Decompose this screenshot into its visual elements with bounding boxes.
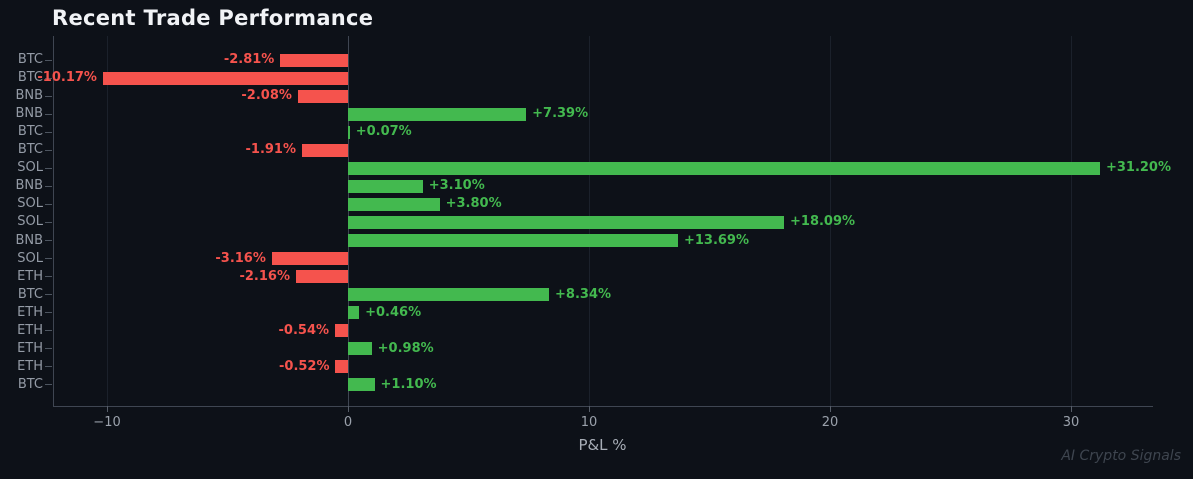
gridline: [106, 36, 108, 406]
x-tick: [829, 406, 831, 412]
y-tick: [45, 348, 52, 350]
x-tick: [588, 406, 590, 412]
y-axis-label: SOL: [17, 250, 43, 266]
y-axis-label: SOL: [17, 196, 43, 212]
bar: [348, 197, 440, 211]
y-tick: [45, 113, 52, 115]
bar-value-label: +31.20%: [1105, 160, 1172, 176]
x-tick: [347, 406, 349, 412]
x-tick-label: −10: [93, 415, 121, 430]
bar: [348, 161, 1100, 175]
y-tick: [45, 59, 52, 61]
bar-value-label: -0.52%: [279, 358, 330, 374]
y-tick: [45, 294, 52, 296]
y-axis-label: BNB: [15, 88, 43, 104]
bar: [295, 270, 349, 284]
bar: [348, 342, 372, 356]
y-tick: [45, 185, 52, 187]
y-axis-label: BTC: [17, 124, 43, 140]
bar-value-label: -3.16%: [215, 250, 266, 266]
bar-value-label: -1.91%: [245, 142, 297, 158]
x-tick: [1070, 406, 1072, 412]
bar-value-label: +18.09%: [790, 214, 856, 230]
bar: [348, 179, 423, 193]
y-tick: [45, 149, 52, 151]
x-tick-label: 20: [821, 415, 839, 430]
y-tick: [45, 330, 52, 332]
bar: [280, 53, 349, 67]
y-axis-label: BNB: [15, 106, 43, 122]
bar-value-label: +0.07%: [355, 124, 412, 140]
y-tick: [45, 131, 52, 133]
bar: [348, 306, 360, 320]
bar-value-label: +0.98%: [377, 340, 434, 356]
watermark: AI Crypto Signals: [1061, 448, 1181, 464]
y-axis-label: BTC: [17, 142, 43, 158]
y-tick: [45, 77, 52, 79]
bar-value-label: +3.80%: [445, 196, 502, 212]
y-axis-label: ETH: [17, 340, 43, 356]
y-axis-label: ETH: [17, 358, 43, 374]
gridline: [829, 36, 831, 406]
y-axis-label: SOL: [17, 160, 43, 176]
bar-value-label: +8.34%: [555, 286, 612, 302]
y-axis-label: ETH: [17, 322, 43, 338]
chart-title: Recent Trade Performance: [52, 6, 374, 30]
plot-area: −10 0 10 20 30 BTC -2.81% BTC -10.17% BNB -2.08% BN…: [15, 36, 1171, 430]
y-tick: [45, 258, 52, 260]
y-tick: [45, 384, 52, 386]
bar-value-label: +1.10%: [380, 376, 437, 392]
bar-value-label: +13.69%: [683, 232, 750, 248]
bar: [348, 378, 375, 392]
x-tick-label: 0: [343, 415, 353, 430]
bar: [348, 125, 350, 139]
y-axis-label: BTC: [17, 376, 43, 392]
bar: [335, 324, 349, 338]
bar: [271, 252, 349, 266]
gridline: [1070, 36, 1072, 406]
bar: [348, 288, 550, 302]
y-axis-label: BTC: [17, 286, 43, 302]
y-tick: [45, 203, 52, 205]
y-axis-label: ETH: [17, 268, 43, 284]
x-tick-label: 30: [1062, 415, 1080, 430]
bar-value-label: -10.17%: [37, 70, 97, 86]
bar-value-label: -2.16%: [239, 268, 290, 284]
y-tick: [45, 276, 52, 278]
y-axis-label: BTC: [17, 52, 43, 67]
x-axis-title: P&L %: [578, 436, 627, 454]
y-axis-label: BTC: [17, 70, 43, 86]
bar: [335, 360, 349, 374]
y-tick: [45, 312, 52, 314]
bar-value-label: +7.39%: [532, 106, 589, 122]
y-tick: [45, 221, 52, 223]
y-tick: [45, 366, 52, 368]
bar-value-label: +0.46%: [365, 304, 422, 320]
bar: [348, 107, 527, 121]
y-axis-label: BNB: [15, 232, 43, 248]
y-axis-label: BNB: [15, 178, 43, 194]
bar: [297, 89, 349, 103]
bar: [348, 234, 678, 247]
x-tick: [106, 406, 108, 412]
bar: [301, 143, 349, 157]
y-tick: [45, 240, 52, 241]
bar: [348, 215, 784, 229]
bar-value-label: -2.81%: [223, 52, 275, 67]
x-tick-label: 10: [580, 415, 598, 430]
y-tick: [45, 167, 52, 169]
bar-value-label: -2.08%: [241, 88, 292, 104]
bar: [102, 71, 349, 85]
bar-value-label: -0.54%: [278, 322, 330, 338]
y-axis-label: ETH: [17, 304, 43, 320]
y-tick: [45, 95, 52, 97]
y-axis-label: SOL: [17, 214, 43, 230]
bar-value-label: +3.10%: [428, 178, 485, 194]
